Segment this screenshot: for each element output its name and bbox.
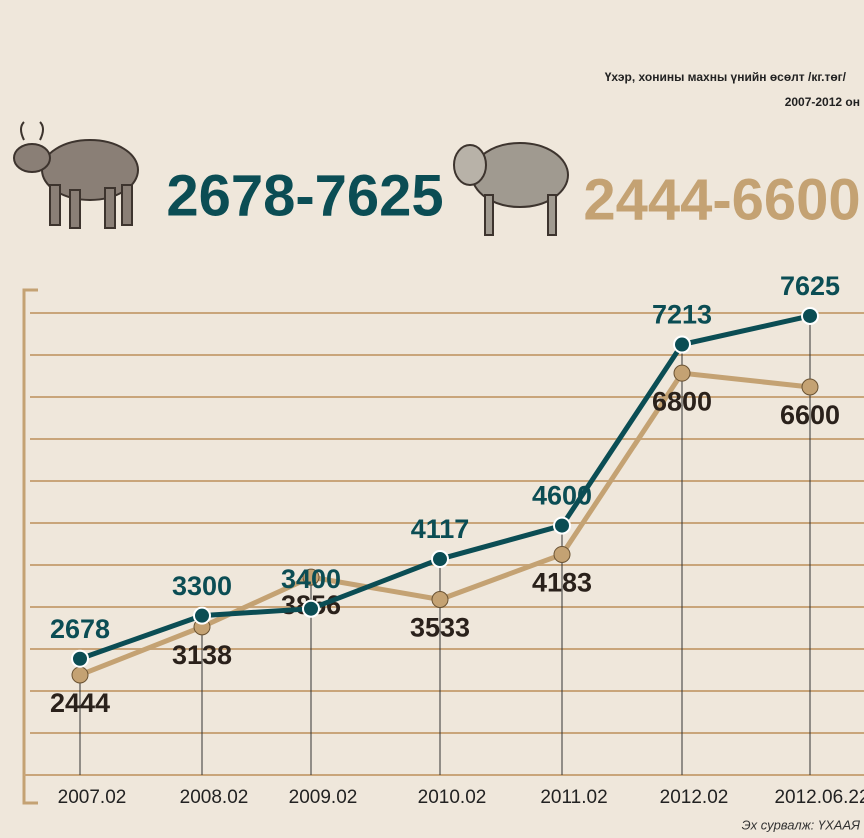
- background: [0, 0, 864, 838]
- data-point: [802, 308, 818, 324]
- x-tick-label: 2009.02: [289, 787, 358, 808]
- source-note: Эх сурвалж: ҮХААЯ: [742, 817, 861, 832]
- data-label: 6800: [652, 386, 712, 416]
- data-label: 7625: [780, 271, 840, 301]
- x-tick-label: 2011.02: [540, 787, 607, 808]
- data-point: [432, 591, 448, 607]
- data-point: [194, 608, 210, 624]
- data-point: [303, 601, 319, 617]
- data-point: [432, 551, 448, 567]
- data-point: [674, 365, 690, 381]
- data-label: 3138: [172, 640, 232, 670]
- data-label: 3400: [281, 564, 341, 594]
- chart-subtitle: 2007-2012 он: [785, 95, 860, 109]
- data-point: [554, 518, 570, 534]
- x-tick-label: 2007.02: [58, 787, 127, 808]
- data-point: [802, 379, 818, 395]
- data-label: 4600: [532, 481, 592, 511]
- data-point: [674, 337, 690, 353]
- data-label: 7213: [652, 300, 712, 330]
- x-tick-label: 2012.06.22: [774, 787, 864, 808]
- beef-range: 2678-7625: [166, 163, 443, 228]
- data-label: 2444: [50, 688, 110, 718]
- data-label: 4183: [532, 568, 592, 598]
- data-label: 4117: [411, 514, 470, 544]
- chart: Үхэр, хонины махны үнийн өсөлт /кг.төг/ …: [0, 0, 864, 838]
- data-label: 6600: [780, 400, 840, 430]
- x-tick-label: 2008.02: [180, 787, 249, 808]
- x-tick-label: 2010.02: [418, 787, 487, 808]
- data-label: 2678: [50, 614, 110, 644]
- data-point: [554, 546, 570, 562]
- data-point: [72, 667, 88, 683]
- mutton-range: 2444-6600: [583, 167, 860, 232]
- chart-title: Үхэр, хонины махны үнийн өсөлт /кг.төг/: [605, 70, 847, 84]
- data-label: 3300: [172, 571, 232, 601]
- x-tick-label: 2012.02: [660, 787, 729, 808]
- data-label: 3533: [410, 613, 470, 643]
- data-point: [72, 651, 88, 667]
